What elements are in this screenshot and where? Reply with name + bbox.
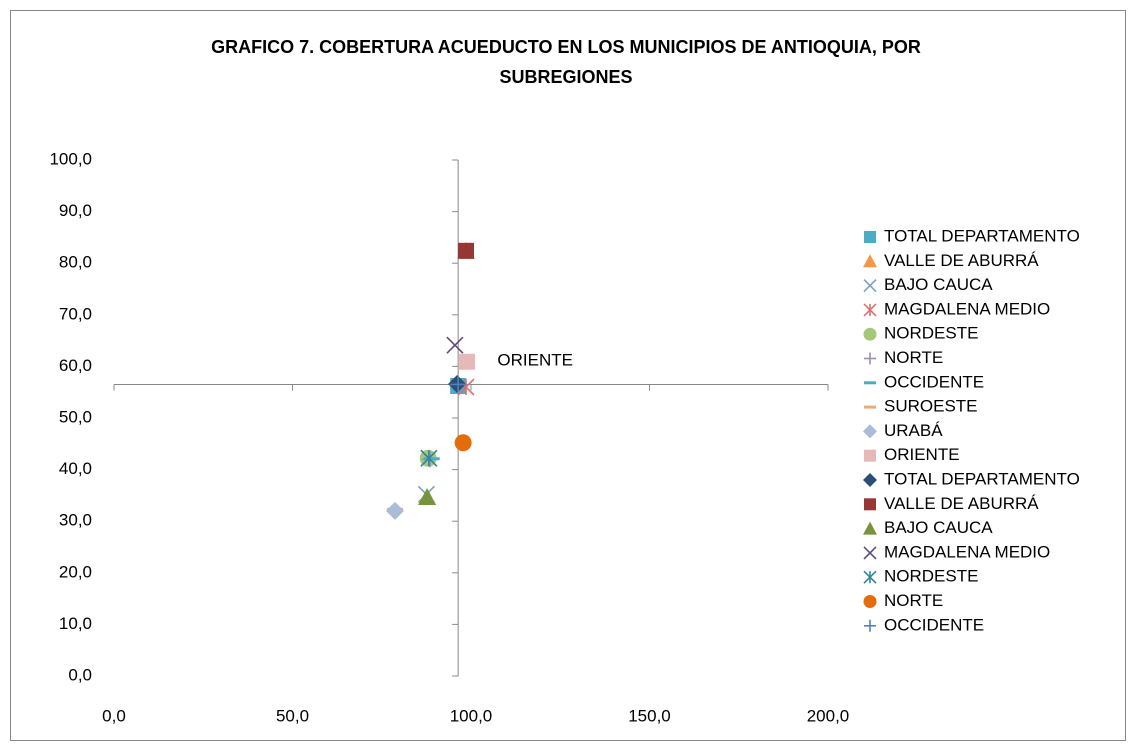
x-tick-label: 150,0 [628,706,671,725]
marker-dash [423,457,440,461]
marker [420,449,438,467]
marker-square [458,242,475,259]
y-tick-label: 90,0 [59,201,92,220]
legend-label: OCCIDENTE [884,615,984,634]
marker-diamond [863,424,877,439]
marker [864,498,876,511]
legend-label: NORDESTE [884,567,978,586]
y-tick-label: 10,0 [59,614,92,633]
x-tick-label: 50,0 [276,706,309,725]
marker-square [459,353,476,370]
marker [863,327,877,341]
legend-label: BAJO CAUCA [884,518,993,537]
legend-label: MAGDALENA MEDIO [884,542,1050,561]
marker [458,242,475,259]
legend-label: VALLE DE ABURRÁ [884,251,1039,270]
y-tick-label: 50,0 [59,407,92,426]
marker [446,336,464,354]
marker [863,473,877,487]
marker [864,405,876,409]
marker [423,457,440,461]
marker-dash [864,381,876,385]
marker-diamond [863,473,877,487]
marker [863,303,877,317]
marker [385,501,404,520]
y-tick-label: 20,0 [59,562,92,581]
marker [864,619,876,632]
marker [459,353,476,370]
legend-label: TOTAL DEPARTAMENTO [884,226,1080,245]
y-tick-label: 0,0 [68,665,92,684]
marker-diamond [385,501,404,520]
marker-stroke [863,279,877,293]
marker [864,381,876,385]
marker-dash [864,405,876,409]
marker [454,434,472,452]
marker-stroke [446,336,464,354]
marker [863,570,877,584]
legend-label: BAJO CAUCA [884,275,993,294]
legend-label: MAGDALENA MEDIO [884,299,1050,318]
marker [450,376,467,393]
marker-triangle [418,487,437,505]
y-tick-label: 70,0 [59,304,92,323]
legend-label: OCCIDENTE [884,372,984,391]
legend-label: NORDESTE [884,324,978,343]
marker-circle [863,595,877,608]
x-tick-label: 0,0 [102,706,126,725]
marker [864,352,876,365]
marker [863,279,877,293]
marker [863,595,877,608]
marker [418,487,437,505]
chart-border [10,10,1126,741]
marker-circle [863,327,877,341]
y-tick-label: 60,0 [59,356,92,375]
marker-triangle [863,254,877,268]
marker [863,254,877,268]
marker-square [864,231,876,243]
marker [863,424,877,439]
legend-label: VALLE DE ABURRÁ [884,494,1039,513]
annotation: ORIENTE [497,351,573,370]
legend-label: NORTE [884,591,943,610]
legend-label: TOTAL DEPARTAMENTO [884,469,1080,488]
marker [863,521,877,535]
x-tick-label: 200,0 [807,706,850,725]
marker-stroke [863,546,877,560]
y-tick-label: 30,0 [59,511,92,530]
legend-label: ORIENTE [884,445,960,464]
marker-triangle [863,521,877,535]
legend-label: NORTE [884,348,943,367]
marker-square [864,498,876,511]
marker [863,546,877,560]
marker [864,449,876,462]
y-tick-label: 100,0 [49,149,92,168]
marker-square [864,449,876,462]
x-tick-label: 100,0 [450,706,493,725]
chart-title: GRAFICO 7. COBERTURA ACUEDUCTO EN LOS MU… [211,37,921,87]
marker-circle [454,434,472,452]
y-tick-label: 80,0 [59,253,92,272]
legend-label: URABÁ [884,421,943,440]
legend-label: SUROESTE [884,397,978,416]
y-tick-label: 40,0 [59,459,92,478]
marker [864,231,876,243]
